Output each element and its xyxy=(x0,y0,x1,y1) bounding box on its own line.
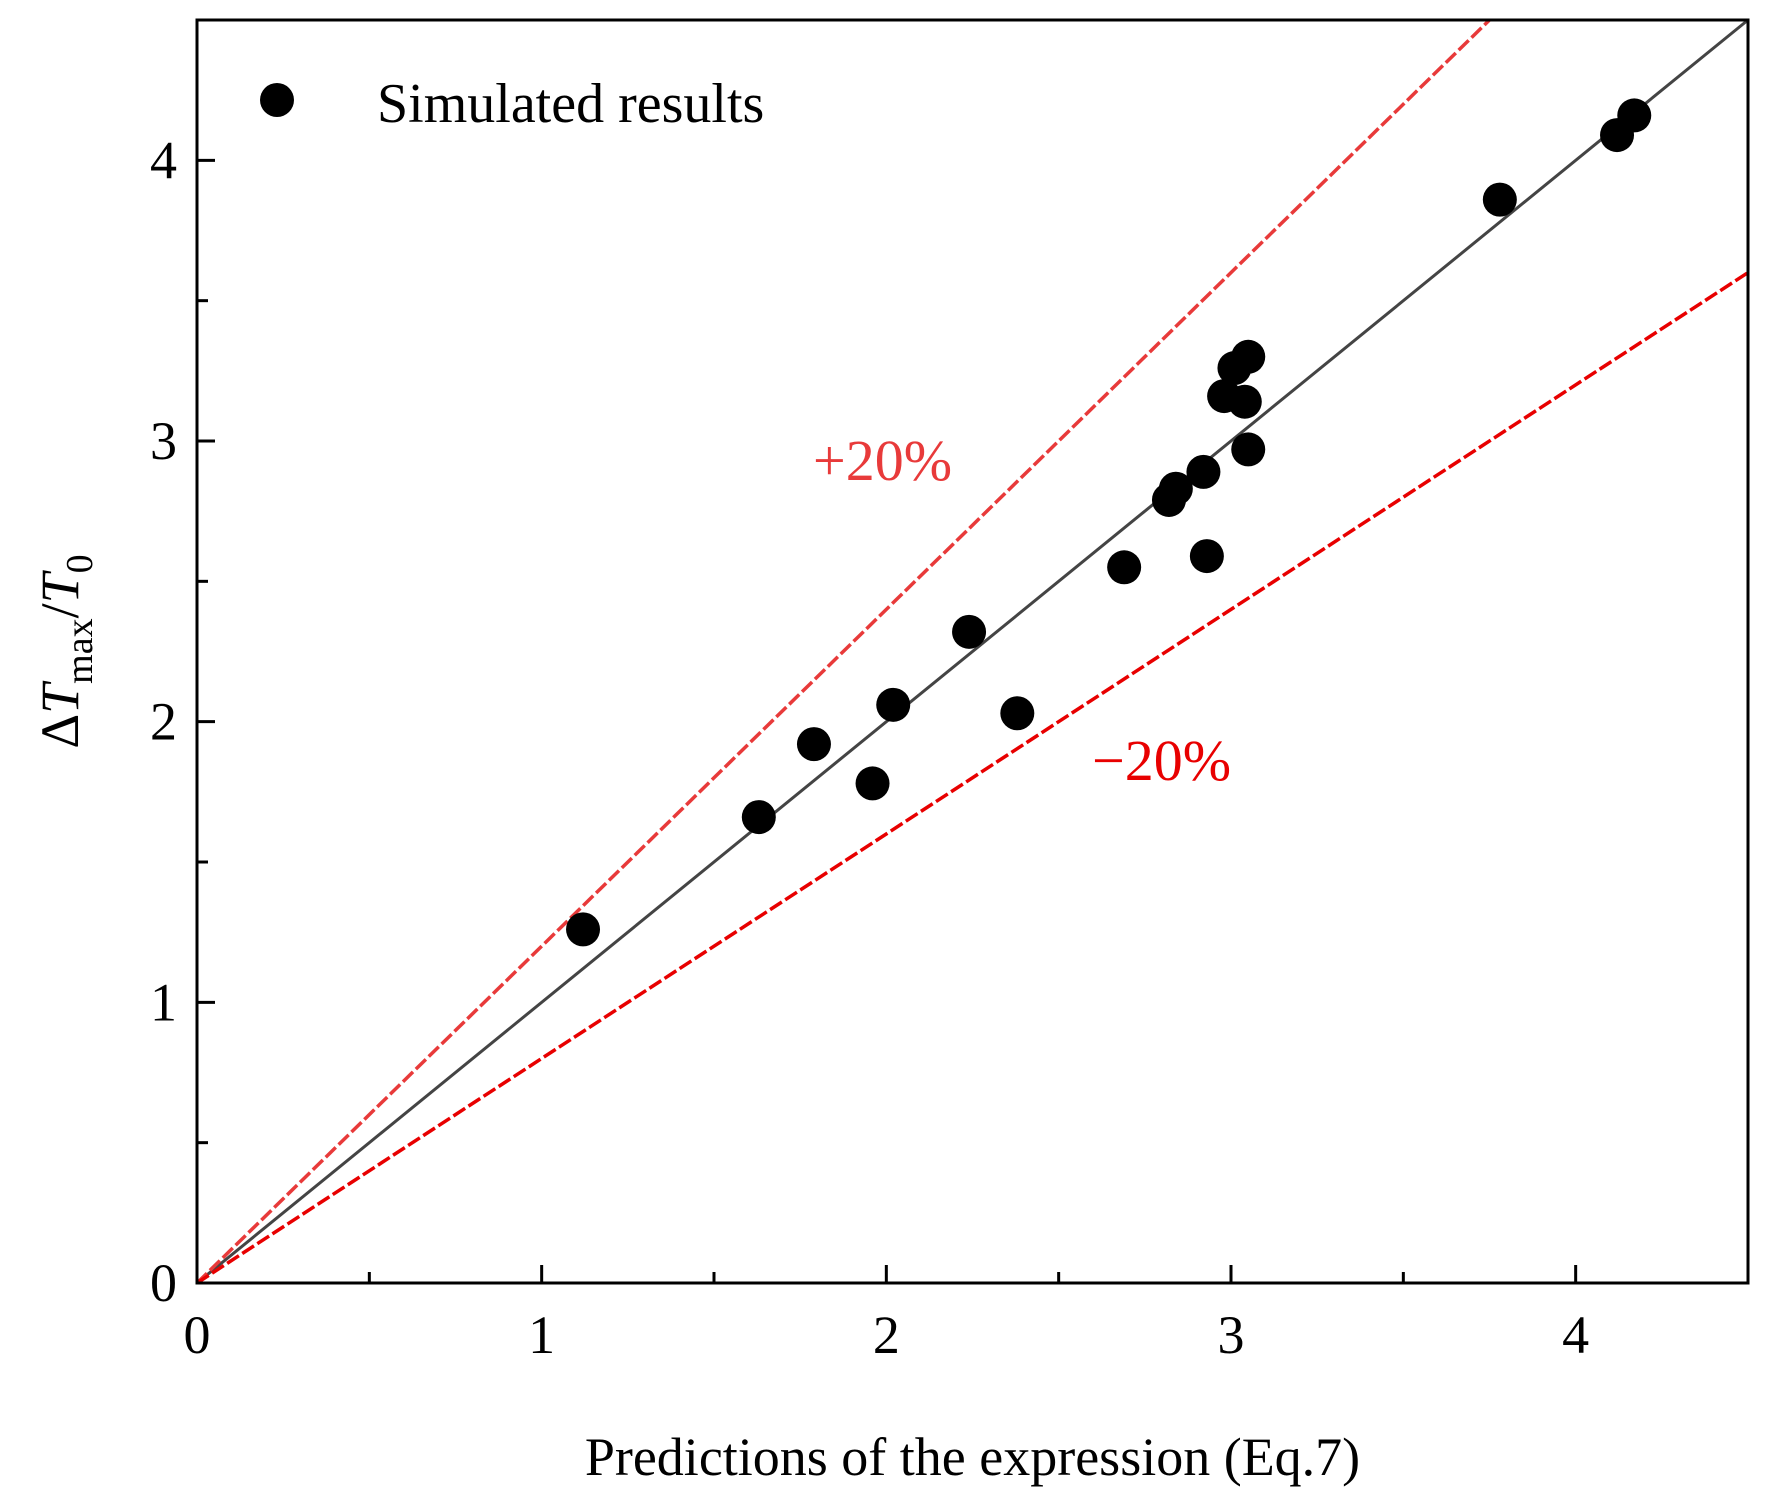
data-point xyxy=(876,687,911,722)
y-tick-label: 0 xyxy=(150,1253,177,1313)
data-point xyxy=(952,614,987,649)
data-point xyxy=(1482,182,1517,217)
y-tick-label: 3 xyxy=(150,411,177,471)
y-tick-label: 2 xyxy=(150,692,177,752)
y-axis-var: T xyxy=(30,680,90,714)
y-axis-var2: T xyxy=(30,569,90,603)
data-point xyxy=(1186,454,1221,489)
data-points xyxy=(566,98,1652,947)
data-point xyxy=(796,727,831,762)
x-tick-label: 4 xyxy=(1562,1305,1589,1365)
x-tick-label: 3 xyxy=(1218,1305,1245,1365)
y-axis-slash: / xyxy=(30,603,90,618)
y-axis-delta: Δ xyxy=(30,714,90,749)
x-axis-title: Predictions of the expression (Eq.7) xyxy=(585,1427,1360,1487)
legend-marker xyxy=(260,83,294,117)
tick-labels: 0 1 2 3 4 0 1 2 3 4 xyxy=(150,130,1589,1365)
plot-frame xyxy=(195,18,1750,1285)
x-tick-label: 1 xyxy=(528,1305,555,1365)
y-axis-sub2: 0 xyxy=(59,554,101,573)
data-point xyxy=(741,800,776,835)
data-point xyxy=(1189,539,1224,574)
reference-line-0 xyxy=(196,18,1749,1285)
axis-ticks xyxy=(197,158,1578,1283)
reference-line-1 xyxy=(195,18,1491,1285)
legend: Simulated results xyxy=(260,73,764,135)
data-point xyxy=(1000,696,1035,731)
y-axis-sub: max xyxy=(59,618,101,683)
reference-lines xyxy=(195,18,1749,1285)
data-point xyxy=(1107,550,1142,585)
data-point xyxy=(1227,384,1262,419)
reference-line-2 xyxy=(196,271,1749,1285)
data-point xyxy=(1231,432,1266,467)
data-point xyxy=(1158,471,1193,506)
y-tick-label: 1 xyxy=(150,972,177,1032)
x-tick-label: 2 xyxy=(873,1305,900,1365)
legend-label: Simulated results xyxy=(377,73,764,135)
data-point xyxy=(1617,98,1652,133)
plus-20-label: +20% xyxy=(813,428,952,493)
data-point xyxy=(1231,339,1266,374)
y-axis-title: ΔTmax/T0 xyxy=(30,554,101,748)
data-point xyxy=(855,766,890,801)
minus-20-label: −20% xyxy=(1092,728,1231,793)
y-tick-label: 4 xyxy=(150,130,177,190)
x-tick-label: 0 xyxy=(184,1305,211,1365)
data-point xyxy=(566,912,601,947)
